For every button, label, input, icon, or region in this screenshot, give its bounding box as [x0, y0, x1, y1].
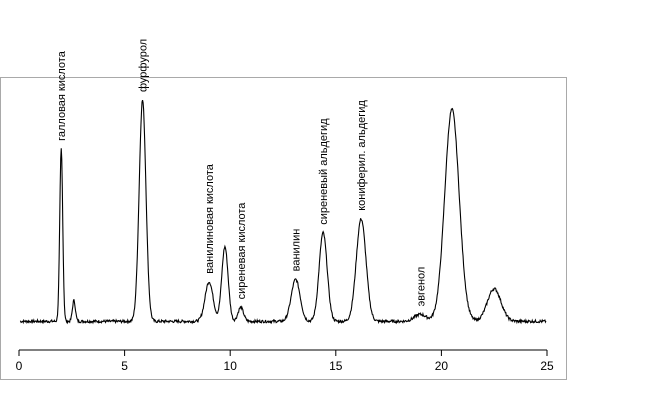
peak-label: сиреневый альдегид	[318, 118, 330, 225]
x-axis-tick-labels: 0 5 10 15 20 25	[16, 359, 554, 373]
chromatogram-trace	[19, 99, 547, 325]
peak-labels: галловая кислота фурфурол ванилиновая кисл…	[56, 39, 427, 307]
peak-label: фурфурол	[138, 39, 150, 92]
peak-label: ванилиновая кислота	[204, 163, 216, 273]
peak-label: ванилин	[291, 229, 303, 272]
peak-label: сиреневая кислота	[236, 202, 248, 300]
peak-label: эвгенол	[415, 267, 427, 307]
x-tick-label: 10	[224, 359, 238, 373]
x-axis-ticks	[18, 350, 548, 356]
peak-label: галловая кислота	[56, 50, 68, 141]
peak-label: кониферил. альдегид	[356, 100, 368, 211]
x-tick-label: 20	[435, 359, 449, 373]
x-tick-label: 5	[121, 359, 128, 373]
x-tick-label: 15	[329, 359, 343, 373]
plot-frame	[0, 77, 567, 380]
x-tick-label: 0	[16, 359, 23, 373]
x-tick-label: 25	[540, 359, 554, 373]
